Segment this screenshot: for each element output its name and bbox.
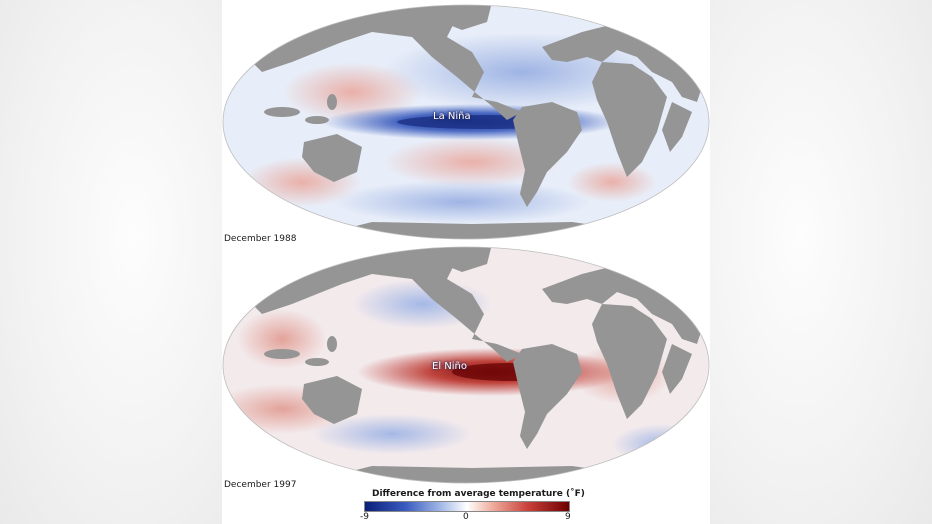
right-blurred-background <box>710 0 932 524</box>
anomaly-patch <box>567 162 657 202</box>
anomaly-patch <box>312 414 472 454</box>
legend-mid-tick: 0 <box>463 512 469 522</box>
map-outline <box>222 4 710 240</box>
el-nino-label: El Niño <box>432 361 467 372</box>
legend-max-tick: 9 <box>565 512 571 522</box>
anomaly-patch <box>382 137 562 187</box>
anomaly-patch <box>237 309 327 369</box>
anomaly-patch <box>332 180 592 224</box>
anomaly-patch <box>282 62 422 122</box>
la-nina-label: La Niña <box>433 111 471 122</box>
map-date-caption-1997: December 1997 <box>224 480 297 490</box>
figure-panel: La Niña December 1988 <box>222 0 710 524</box>
sea-temperature-map-1997 <box>222 246 710 484</box>
sea-temperature-map-1988 <box>222 4 710 240</box>
temperature-color-scale <box>364 501 570 512</box>
legend-title: Difference from average temperature (˚F) <box>372 489 585 499</box>
legend-min-tick: -9 <box>360 512 369 522</box>
anomaly-patch <box>612 424 709 464</box>
map-date-caption-1988: December 1988 <box>224 234 297 244</box>
left-blurred-background <box>0 0 222 524</box>
map-outline <box>222 246 710 484</box>
